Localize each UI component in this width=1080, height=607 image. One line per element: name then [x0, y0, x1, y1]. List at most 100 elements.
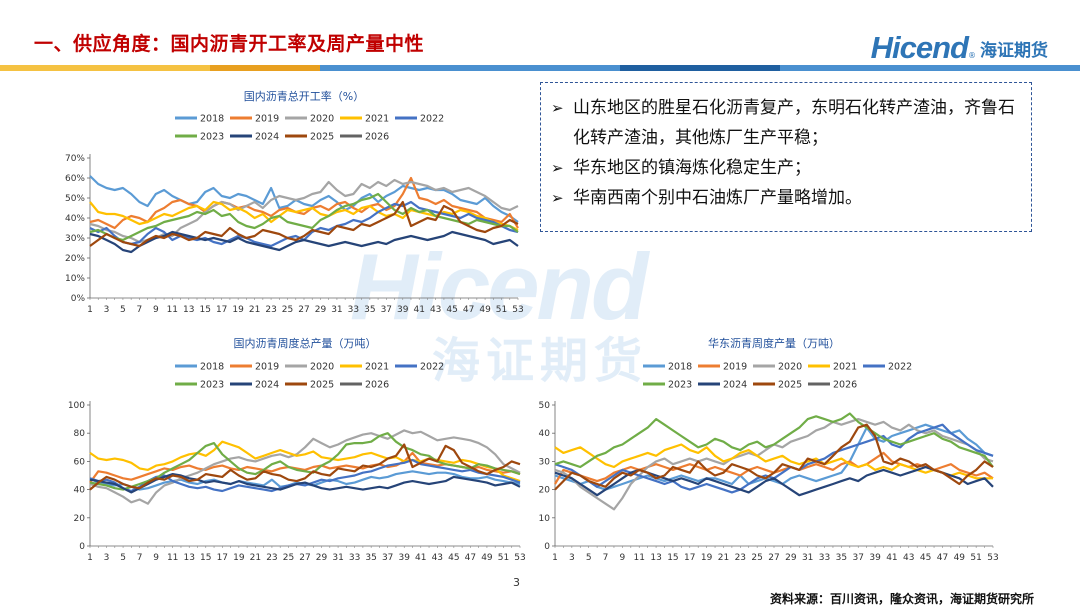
- svg-text:2022: 2022: [888, 362, 912, 373]
- x-tick-label: 21: [250, 553, 261, 563]
- x-tick-label: 25: [283, 553, 294, 563]
- y-tick-label: 40%: [65, 214, 85, 224]
- summary-bullet: ➢ 华东地区的镇海炼化稳定生产；: [551, 153, 1031, 183]
- x-tick-label: 17: [216, 305, 227, 315]
- chart-title: 国内沥青总开工率（%）: [244, 89, 364, 103]
- series-line-2018: [89, 175, 519, 223]
- svg-text:2020: 2020: [778, 362, 802, 373]
- east-china-output-chart: 华东沥青周度产量（万吨） 2018 2019 2020 2021 2022 2023 2024…: [515, 328, 1005, 570]
- legend-item-2026: 2026: [808, 380, 857, 391]
- summary-bullet: ➢ 华南西南个别中石油炼厂产量略增加。: [551, 183, 1031, 213]
- x-tick-label: 29: [315, 305, 327, 315]
- legend-item-2024: 2024: [230, 380, 279, 391]
- x-tick-label: 7: [137, 553, 143, 563]
- svg-text:2025: 2025: [778, 380, 802, 391]
- x-tick-label: 41: [886, 553, 897, 563]
- svg-text:2024: 2024: [255, 132, 279, 143]
- page-number: 3: [513, 576, 520, 589]
- x-tick-label: 39: [397, 305, 409, 315]
- x-tick-label: 9: [620, 553, 626, 563]
- svg-text:2018: 2018: [200, 362, 224, 373]
- x-tick-label: 25: [282, 305, 293, 315]
- y-tick-label: 0: [79, 542, 85, 552]
- x-tick-label: 47: [465, 553, 476, 563]
- x-tick-label: 39: [399, 553, 411, 563]
- svg-text:2023: 2023: [668, 380, 692, 391]
- x-tick-label: 43: [903, 553, 914, 563]
- y-tick-label: 60: [74, 457, 86, 467]
- x-tick-label: 23: [266, 553, 277, 563]
- x-tick-label: 9: [153, 553, 159, 563]
- svg-text:2026: 2026: [833, 380, 857, 391]
- arrow-bullet-icon: ➢: [551, 189, 564, 207]
- x-tick-label: 11: [167, 553, 178, 563]
- series-line-2021: [89, 200, 519, 231]
- series-line-2023: [554, 412, 994, 469]
- x-tick-label: 13: [183, 305, 194, 315]
- series-line-2020: [89, 429, 521, 505]
- x-tick-label: 13: [184, 553, 195, 563]
- summary-box: ➢ 山东地区的胜星石化沥青复产，东明石化转产渣油，齐鲁石化转产渣油，其他炼厂生产…: [540, 82, 1032, 232]
- operating-rate-svg: 国内沥青总开工率（%） 2018 2019 2020 2021 2022 2023 2024 2…: [65, 89, 524, 315]
- y-tick-label: 0: [544, 542, 550, 552]
- x-tick-label: 25: [751, 553, 762, 563]
- y-tick-label: 60%: [65, 174, 85, 184]
- legend-item-2023: 2023: [643, 380, 692, 391]
- x-tick-label: 3: [569, 553, 575, 563]
- svg-text:2022: 2022: [420, 362, 444, 373]
- legend-item-2025: 2025: [285, 380, 334, 391]
- y-tick-label: 10%: [65, 274, 85, 284]
- summary-bullet-text: 华南西南个别中石油炼厂产量略增加。: [573, 188, 862, 208]
- operating-rate-chart: 国内沥青总开工率（%） 2018 2019 2020 2021 2022 2023 2024 2…: [50, 80, 530, 320]
- svg-text:2019: 2019: [255, 362, 279, 373]
- legend-item-2018: 2018: [175, 114, 224, 125]
- svg-text:2020: 2020: [310, 362, 334, 373]
- x-tick-label: 29: [316, 553, 328, 563]
- legend-item-2019: 2019: [698, 362, 747, 373]
- x-tick-label: 15: [667, 553, 678, 563]
- svg-text:2022: 2022: [420, 114, 444, 125]
- x-tick-label: 1: [87, 553, 93, 563]
- series-line-2023: [89, 192, 519, 242]
- legend-item-2022: 2022: [863, 362, 912, 373]
- series-line-2024: [89, 473, 521, 494]
- y-tick-label: 50: [539, 401, 551, 411]
- x-tick-label: 9: [153, 305, 159, 315]
- x-tick-label: 21: [718, 553, 729, 563]
- logo-wordmark: Hicend: [870, 30, 969, 65]
- y-tick-label: 20: [74, 514, 86, 524]
- svg-text:2024: 2024: [723, 380, 747, 391]
- svg-text:2021: 2021: [365, 362, 389, 373]
- series-line-2019: [89, 176, 519, 230]
- svg-text:2026: 2026: [365, 132, 389, 143]
- svg-text:2019: 2019: [723, 362, 747, 373]
- series-line-2025: [554, 423, 994, 491]
- svg-text:2019: 2019: [255, 114, 279, 125]
- x-tick-label: 15: [200, 305, 211, 315]
- y-tick-label: 10: [539, 514, 551, 524]
- chart-title: 国内沥青周度总产量（万吨）: [234, 336, 377, 350]
- x-tick-label: 45: [448, 553, 459, 563]
- x-tick-label: 15: [200, 553, 211, 563]
- svg-text:2020: 2020: [310, 114, 334, 125]
- x-tick-label: 31: [332, 553, 343, 563]
- x-tick-label: 23: [735, 553, 746, 563]
- svg-text:2018: 2018: [200, 114, 224, 125]
- x-tick-label: 19: [232, 305, 244, 315]
- x-tick-label: 53: [987, 553, 998, 563]
- x-tick-label: 47: [937, 553, 948, 563]
- legend-item-2023: 2023: [175, 132, 224, 143]
- arrow-bullet-icon: ➢: [551, 99, 564, 117]
- x-tick-label: 11: [634, 553, 645, 563]
- legend-item-2023: 2023: [175, 380, 224, 391]
- y-tick-label: 80: [74, 429, 86, 439]
- x-tick-label: 13: [650, 553, 661, 563]
- legend-item-2020: 2020: [285, 362, 334, 373]
- y-tick-label: 30: [539, 457, 551, 467]
- x-tick-label: 3: [104, 305, 110, 315]
- legend-item-2025: 2025: [285, 132, 334, 143]
- x-tick-label: 45: [920, 553, 931, 563]
- svg-text:2026: 2026: [365, 380, 389, 391]
- x-tick-label: 41: [414, 305, 425, 315]
